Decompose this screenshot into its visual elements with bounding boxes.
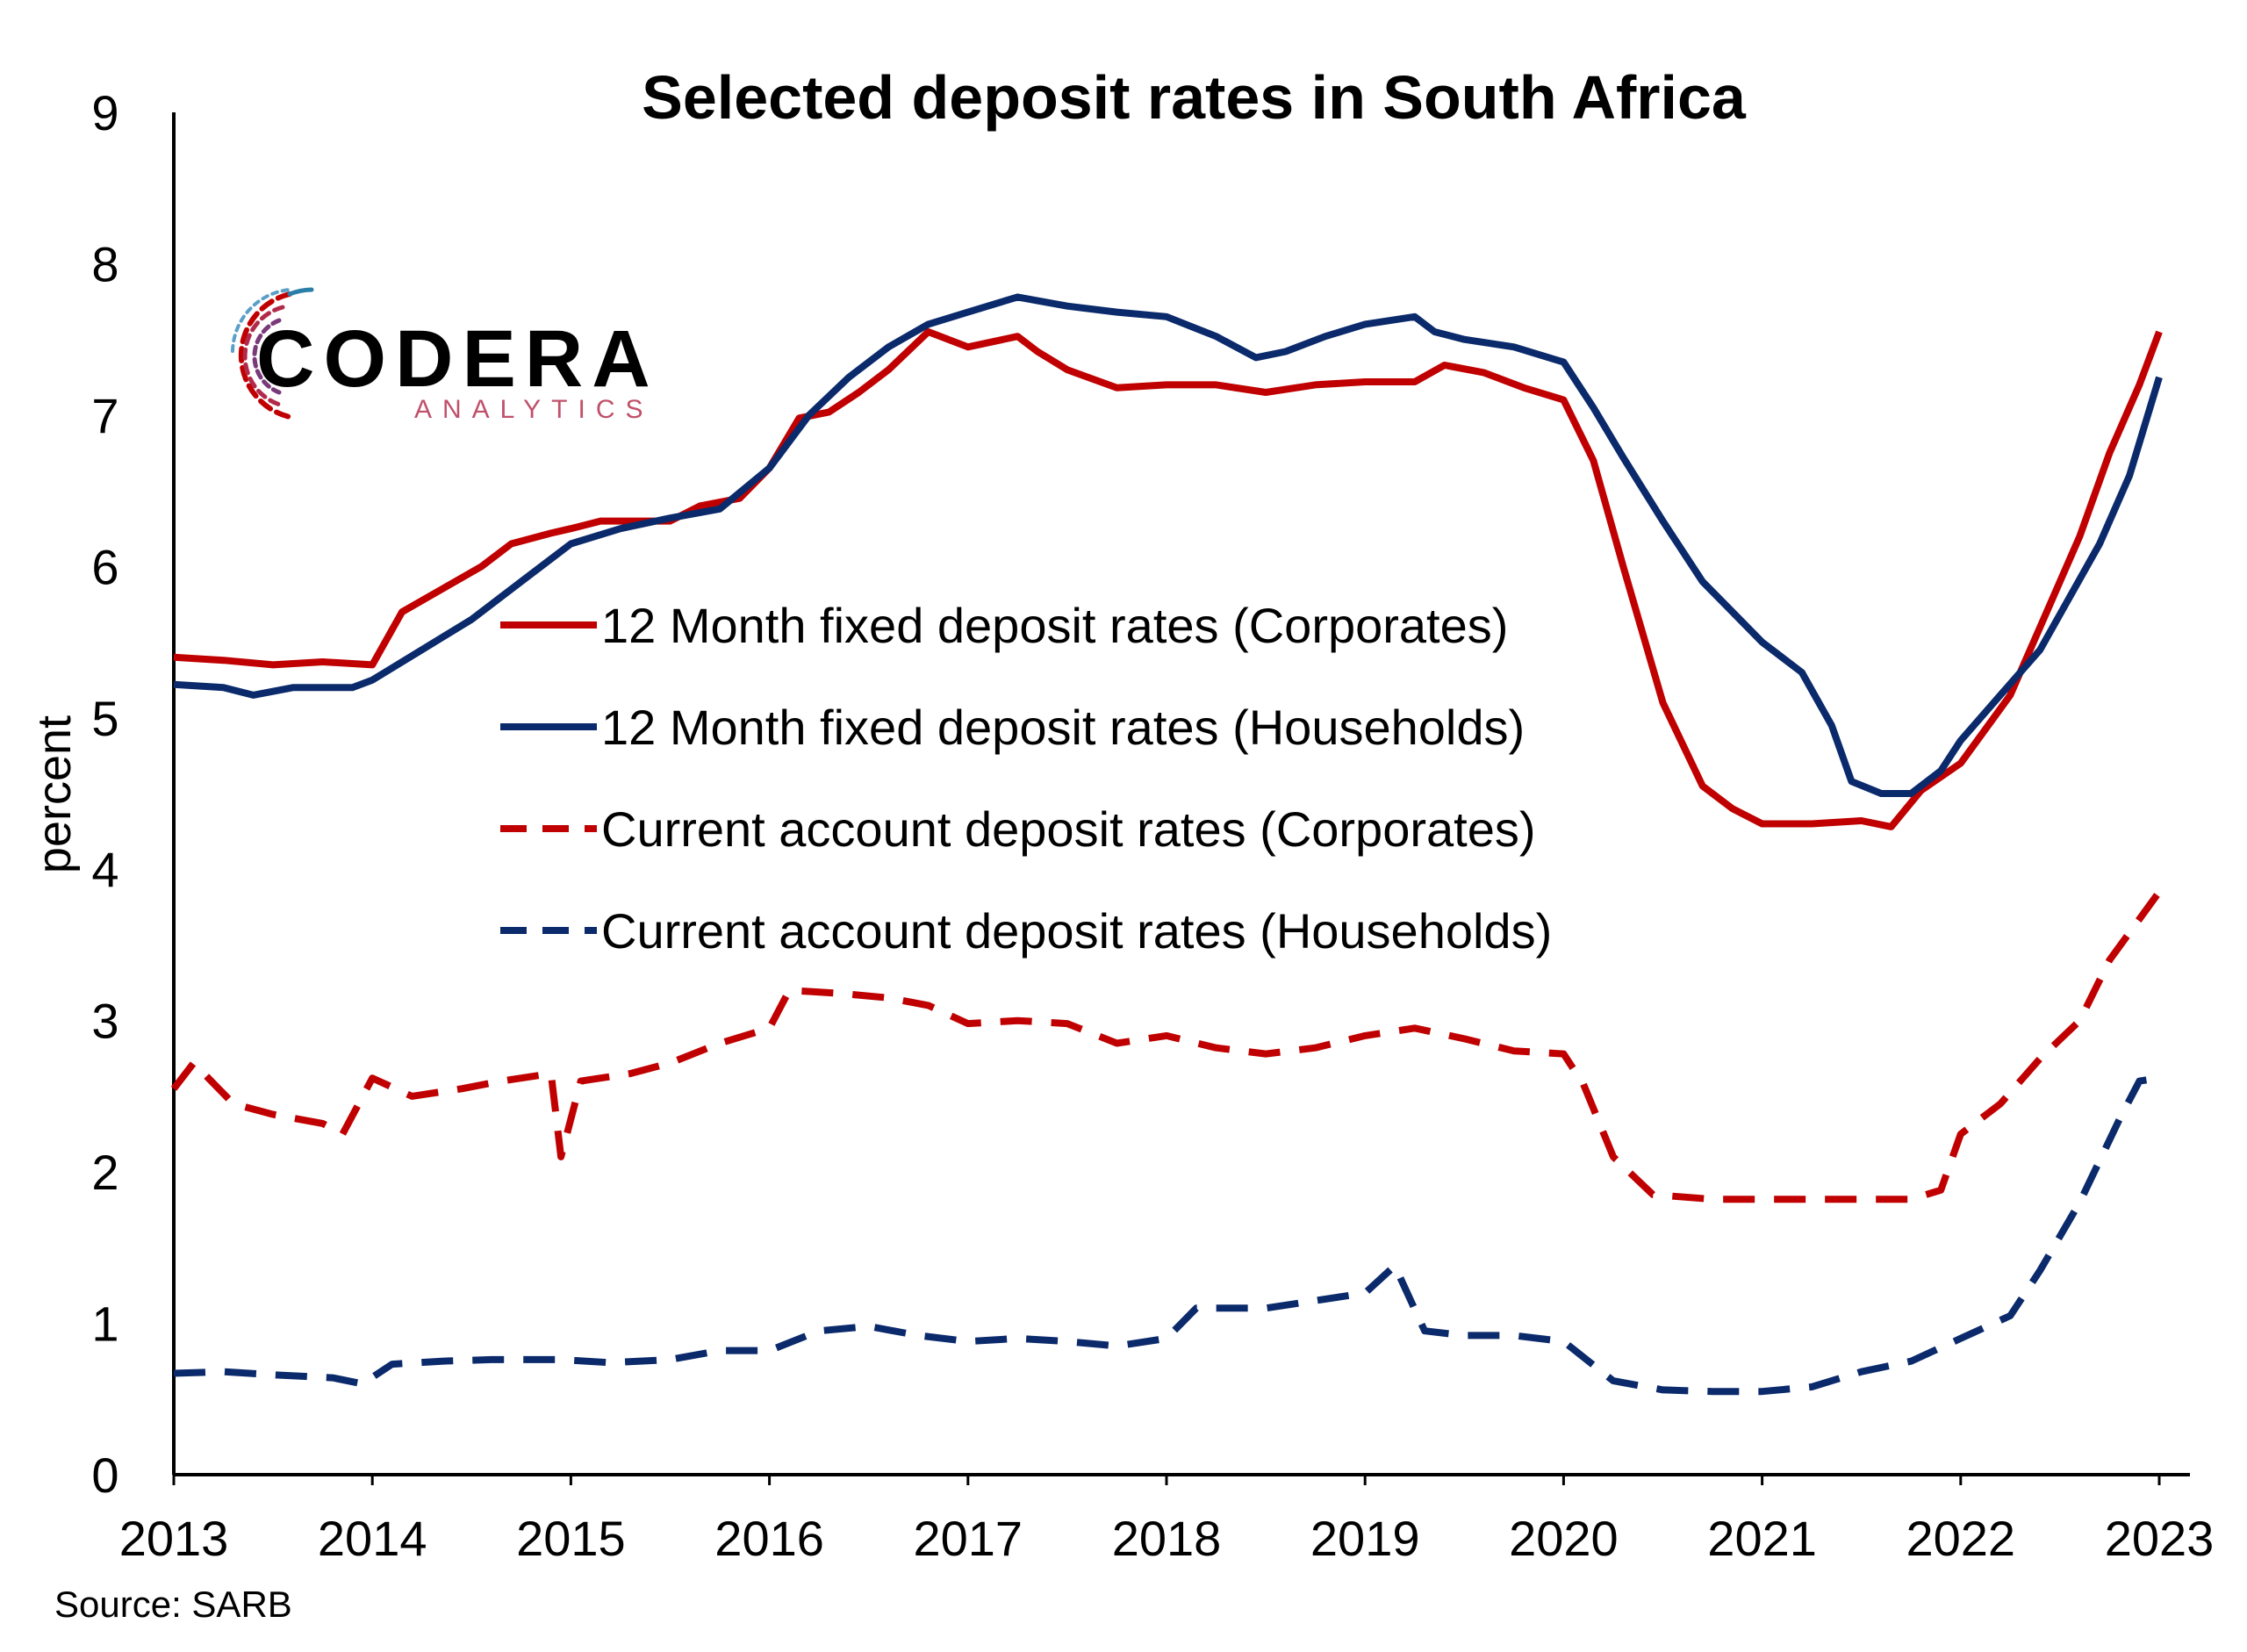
- y-tick-label: 1: [91, 1296, 118, 1352]
- logo-tagline: ANALYTICS: [414, 395, 654, 424]
- x-tick-label: 2016: [714, 1511, 824, 1566]
- y-tick-labels: 0 1 2 3 4 5 6 7 8 9: [91, 85, 118, 1503]
- source-note: Source: SARB: [54, 1584, 292, 1625]
- y-tick-label: 5: [91, 691, 118, 746]
- x-tick-label: 2019: [1310, 1511, 1420, 1566]
- series-line-1: [173, 328, 2163, 830]
- series-line-3: [170, 889, 2163, 1203]
- y-tick-label: 8: [91, 236, 118, 291]
- codera-logo: CODERA ANALYTICS: [231, 287, 659, 424]
- x-tick-label: 2018: [1112, 1511, 1222, 1566]
- x-tick-label: 2020: [1509, 1511, 1619, 1566]
- legend-label: 12 Month fixed deposit rates (Households…: [601, 700, 1525, 755]
- x-tick-labels: 2013 2014 2015 2016 2017 2018 2019 2020 2021 2022…: [119, 1511, 2215, 1566]
- legend-label: 12 Month fixed deposit rates (Corporates…: [601, 598, 1508, 653]
- y-tick-label: 4: [91, 842, 118, 897]
- series-line-2: [173, 293, 2163, 797]
- series-layer: [170, 293, 2163, 1396]
- y-tick-label: 0: [91, 1447, 118, 1503]
- logo-brand-name: CODERA: [256, 314, 659, 404]
- y-tick-label: 9: [91, 85, 118, 140]
- x-tick-marks: [172, 1475, 2161, 1485]
- chart-title: Selected deposit rates in South Africa: [642, 63, 1747, 132]
- logo-arc-icon: [231, 287, 314, 420]
- x-tick-label: 2015: [516, 1511, 626, 1566]
- y-axis-label: percent: [28, 715, 81, 873]
- y-tick-label: 3: [91, 994, 118, 1049]
- y-tick-label: 2: [91, 1145, 118, 1200]
- x-tick-label: 2014: [318, 1511, 427, 1566]
- x-tick-label: 2021: [1707, 1511, 1817, 1566]
- legend: 12 Month fixed deposit rates (Corporates…: [500, 598, 1552, 959]
- x-tick-label: 2013: [119, 1511, 229, 1566]
- x-tick-label: 2023: [2105, 1511, 2215, 1566]
- legend-label: Current account deposit rates (Corporate…: [601, 801, 1536, 857]
- y-tick-label: 7: [91, 388, 118, 443]
- x-tick-label: 2022: [1906, 1511, 2016, 1566]
- x-tick-label: 2017: [914, 1511, 1023, 1566]
- legend-label: Current account deposit rates (Household…: [601, 903, 1552, 959]
- series-line-4: [173, 1074, 2160, 1396]
- y-tick-label: 6: [91, 539, 118, 594]
